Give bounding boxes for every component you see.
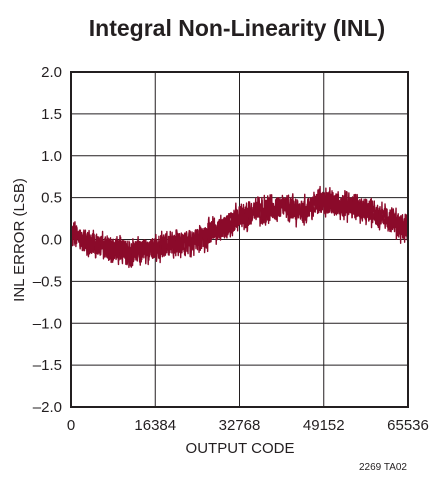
x-tick-label: 0 xyxy=(67,417,75,434)
x-tick-label: 32768 xyxy=(219,417,261,434)
x-tick-label: 49152 xyxy=(303,417,345,434)
y-tick-label: –0.5 xyxy=(33,273,62,290)
chart-title: Integral Non-Linearity (INL) xyxy=(89,15,385,41)
plot-frame xyxy=(70,71,409,408)
x-tick-labels: 0 16384 32768 49152 65536 xyxy=(67,417,429,434)
y-axis-label: INL ERROR (LSB) xyxy=(11,178,28,302)
y-tick-label: –1.5 xyxy=(33,357,62,374)
figure-code: 2269 TA02 xyxy=(359,462,407,473)
y-tick-label: 2.0 xyxy=(41,64,62,81)
x-tick-label: 16384 xyxy=(134,417,176,434)
x-axis-label: OUTPUT CODE xyxy=(186,440,295,457)
y-tick-label: 0.5 xyxy=(41,190,62,207)
y-tick-label: –1.0 xyxy=(33,315,62,332)
y-tick-labels: 2.0 1.5 1.0 0.5 0.0 –0.5 –1.0 –1.5 –2.0 xyxy=(33,64,62,416)
grid-lines xyxy=(71,72,408,407)
x-tick-label: 65536 xyxy=(387,417,429,434)
y-tick-label: 1.0 xyxy=(41,148,62,165)
y-tick-label: 1.5 xyxy=(41,106,62,123)
y-tick-label: 0.0 xyxy=(41,232,62,249)
y-tick-label: –2.0 xyxy=(33,399,62,416)
inl-trace-overlay xyxy=(70,191,409,263)
